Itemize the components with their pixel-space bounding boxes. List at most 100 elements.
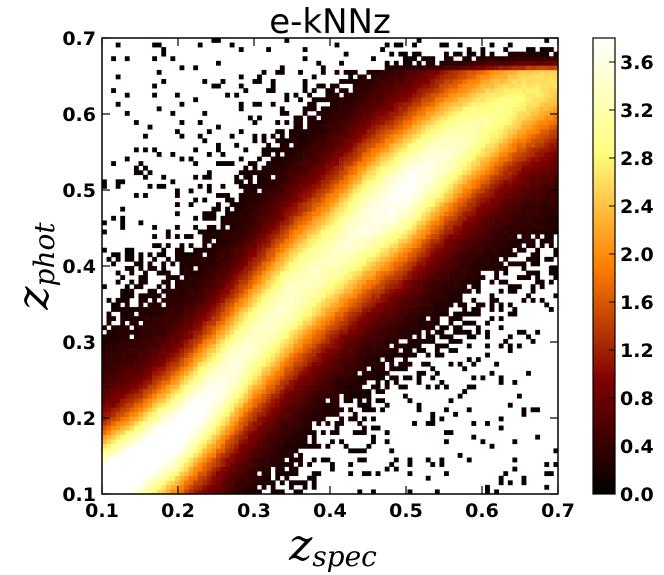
heatmap-cell [430, 375, 436, 381]
heatmap-cell [261, 475, 267, 481]
heatmap-cell [302, 334, 308, 340]
heatmap-cell [115, 325, 121, 331]
heatmap-cell [247, 311, 253, 317]
heatmap-cell [412, 211, 417, 217]
heatmap-cell [380, 234, 386, 239]
heatmap-cell [366, 152, 372, 157]
heatmap-cell [252, 348, 258, 353]
heatmap-cell [412, 316, 417, 322]
heatmap-cell [316, 471, 322, 477]
heatmap-cell [316, 83, 322, 89]
heatmap-cell [261, 211, 267, 217]
heatmap-cell [138, 252, 144, 258]
heatmap-cell [133, 357, 139, 363]
heatmap-cell [124, 489, 130, 495]
heatmap-cell [211, 206, 217, 212]
heatmap-cell [393, 293, 399, 299]
heatmap-cell [229, 256, 235, 262]
heatmap-cell [257, 261, 262, 267]
heatmap-cell [188, 407, 194, 413]
heatmap-cell [320, 215, 326, 221]
heatmap-cell [311, 411, 317, 417]
heatmap-cell [279, 293, 285, 299]
heatmap-cell [348, 243, 354, 249]
heatmap-cell [343, 366, 349, 372]
heatmap-cell [266, 425, 272, 431]
heatmap-cell [425, 220, 431, 226]
heatmap-cell [366, 224, 372, 230]
heatmap-cell [284, 411, 290, 417]
heatmap-cell [343, 261, 349, 267]
heatmap-cell [220, 462, 226, 467]
heatmap-cell [357, 320, 363, 326]
heatmap-cell [257, 179, 262, 185]
heatmap-cell [247, 202, 253, 208]
heatmap-cell [234, 238, 240, 244]
heatmap-cell [188, 279, 194, 285]
heatmap-cell [193, 421, 199, 426]
heatmap-cell [270, 439, 276, 445]
heatmap-cell [330, 302, 335, 308]
heatmap-cell [234, 398, 240, 404]
heatmap-cell [393, 352, 399, 358]
heatmap-cell [412, 234, 417, 239]
heatmap-cell [202, 302, 208, 308]
heatmap-cell [352, 348, 358, 353]
heatmap-cell [284, 252, 290, 258]
heatmap-cell [133, 471, 139, 477]
heatmap-cell [152, 224, 158, 230]
heatmap-cell [238, 224, 244, 230]
heatmap-cell [293, 443, 299, 449]
heatmap-cell [288, 211, 294, 217]
heatmap-cell [152, 325, 158, 331]
heatmap-cell [129, 416, 135, 422]
heatmap-cell [102, 220, 107, 226]
heatmap-cell [343, 316, 349, 322]
heatmap-cell [311, 124, 317, 130]
heatmap-cell [375, 156, 381, 162]
heatmap-cell [243, 183, 249, 189]
heatmap-cell [389, 152, 395, 157]
heatmap-cell [334, 430, 340, 436]
heatmap-cell [111, 489, 116, 495]
heatmap-cell [156, 402, 162, 408]
heatmap-cell [393, 183, 399, 189]
heatmap-cell [174, 307, 180, 312]
heatmap-cell [352, 352, 358, 358]
heatmap-cell [339, 234, 344, 239]
heatmap-cell [302, 165, 308, 171]
heatmap-cell [275, 343, 281, 349]
heatmap-cell [161, 380, 167, 385]
heatmap-cell [412, 152, 417, 157]
heatmap-cell [188, 480, 194, 486]
heatmap-cell [225, 398, 230, 404]
heatmap-cell [339, 220, 344, 226]
heatmap-cell [275, 338, 281, 344]
heatmap-cell [384, 320, 390, 326]
heatmap-cell [430, 142, 436, 148]
heatmap-cell [339, 243, 344, 249]
heatmap-cell [302, 439, 308, 445]
heatmap-cell [152, 439, 158, 445]
heatmap-cell [320, 325, 326, 331]
heatmap-cell [311, 88, 317, 94]
heatmap-cell [216, 357, 221, 363]
heatmap-cell [170, 489, 176, 495]
heatmap-cell [412, 252, 417, 258]
heatmap-cell [284, 256, 290, 262]
heatmap-cell [220, 238, 226, 244]
heatmap-cell [361, 193, 367, 198]
heatmap-cell [307, 142, 313, 148]
heatmap-cell [184, 466, 189, 472]
heatmap-cell [216, 466, 221, 472]
heatmap-cell [293, 398, 299, 404]
heatmap-cell [147, 489, 153, 495]
heatmap-cell [179, 411, 185, 417]
heatmap-cell [298, 297, 303, 303]
heatmap-cell [115, 425, 121, 431]
heatmap-cell [371, 92, 376, 98]
heatmap-cell [311, 316, 317, 322]
heatmap-cell [398, 115, 404, 121]
heatmap-cell [156, 284, 162, 290]
heatmap-cell [357, 156, 363, 162]
